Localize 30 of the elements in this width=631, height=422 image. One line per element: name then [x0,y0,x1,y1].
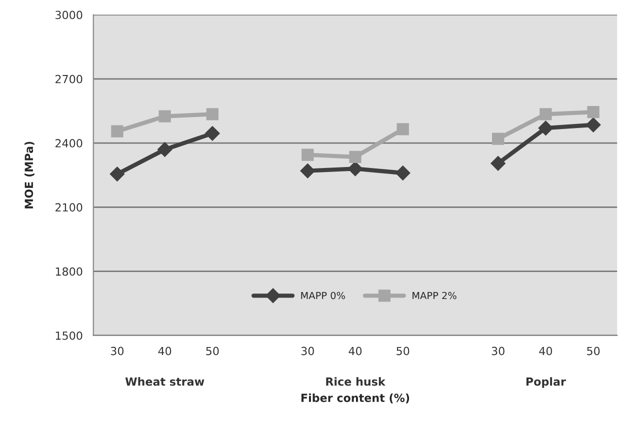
x-tick-label: 40 [348,346,362,356]
y-tick-label: 2700 [56,74,82,84]
legend-label: MAPP 0% [301,292,345,300]
text: Wheat straw [125,377,204,386]
x-tick-label: 40 [158,346,172,356]
x-tick-label: 50 [206,346,219,356]
x-tick-label: 40 [539,346,552,356]
x-tick-label: 30 [492,346,504,356]
y-tick-label: 2400 [56,139,82,148]
x-tick-label: 50 [396,346,410,356]
point [492,132,504,145]
text: Rice husk [326,377,386,386]
point [586,117,601,132]
y-tick-label: 1800 [56,267,82,276]
point [540,108,552,120]
y-axis-title: MOE (MPa) [24,142,34,208]
point [587,106,600,118]
legend-label: MAPP 2% [412,292,456,300]
y-tick-label: 2100 [56,203,82,212]
point [538,120,554,136]
text: Poplar [526,377,566,388]
x-tick-label: 30 [110,346,124,356]
point [110,166,125,182]
x-tick-label: 50 [587,346,600,356]
x-tick-label: 30 [301,346,314,356]
x-axis-title: Fiber content (%) [301,393,410,404]
point [490,156,506,171]
y-tick-label: 3000 [56,10,82,20]
point [157,142,172,157]
y-tick-label: 1500 [56,331,82,340]
